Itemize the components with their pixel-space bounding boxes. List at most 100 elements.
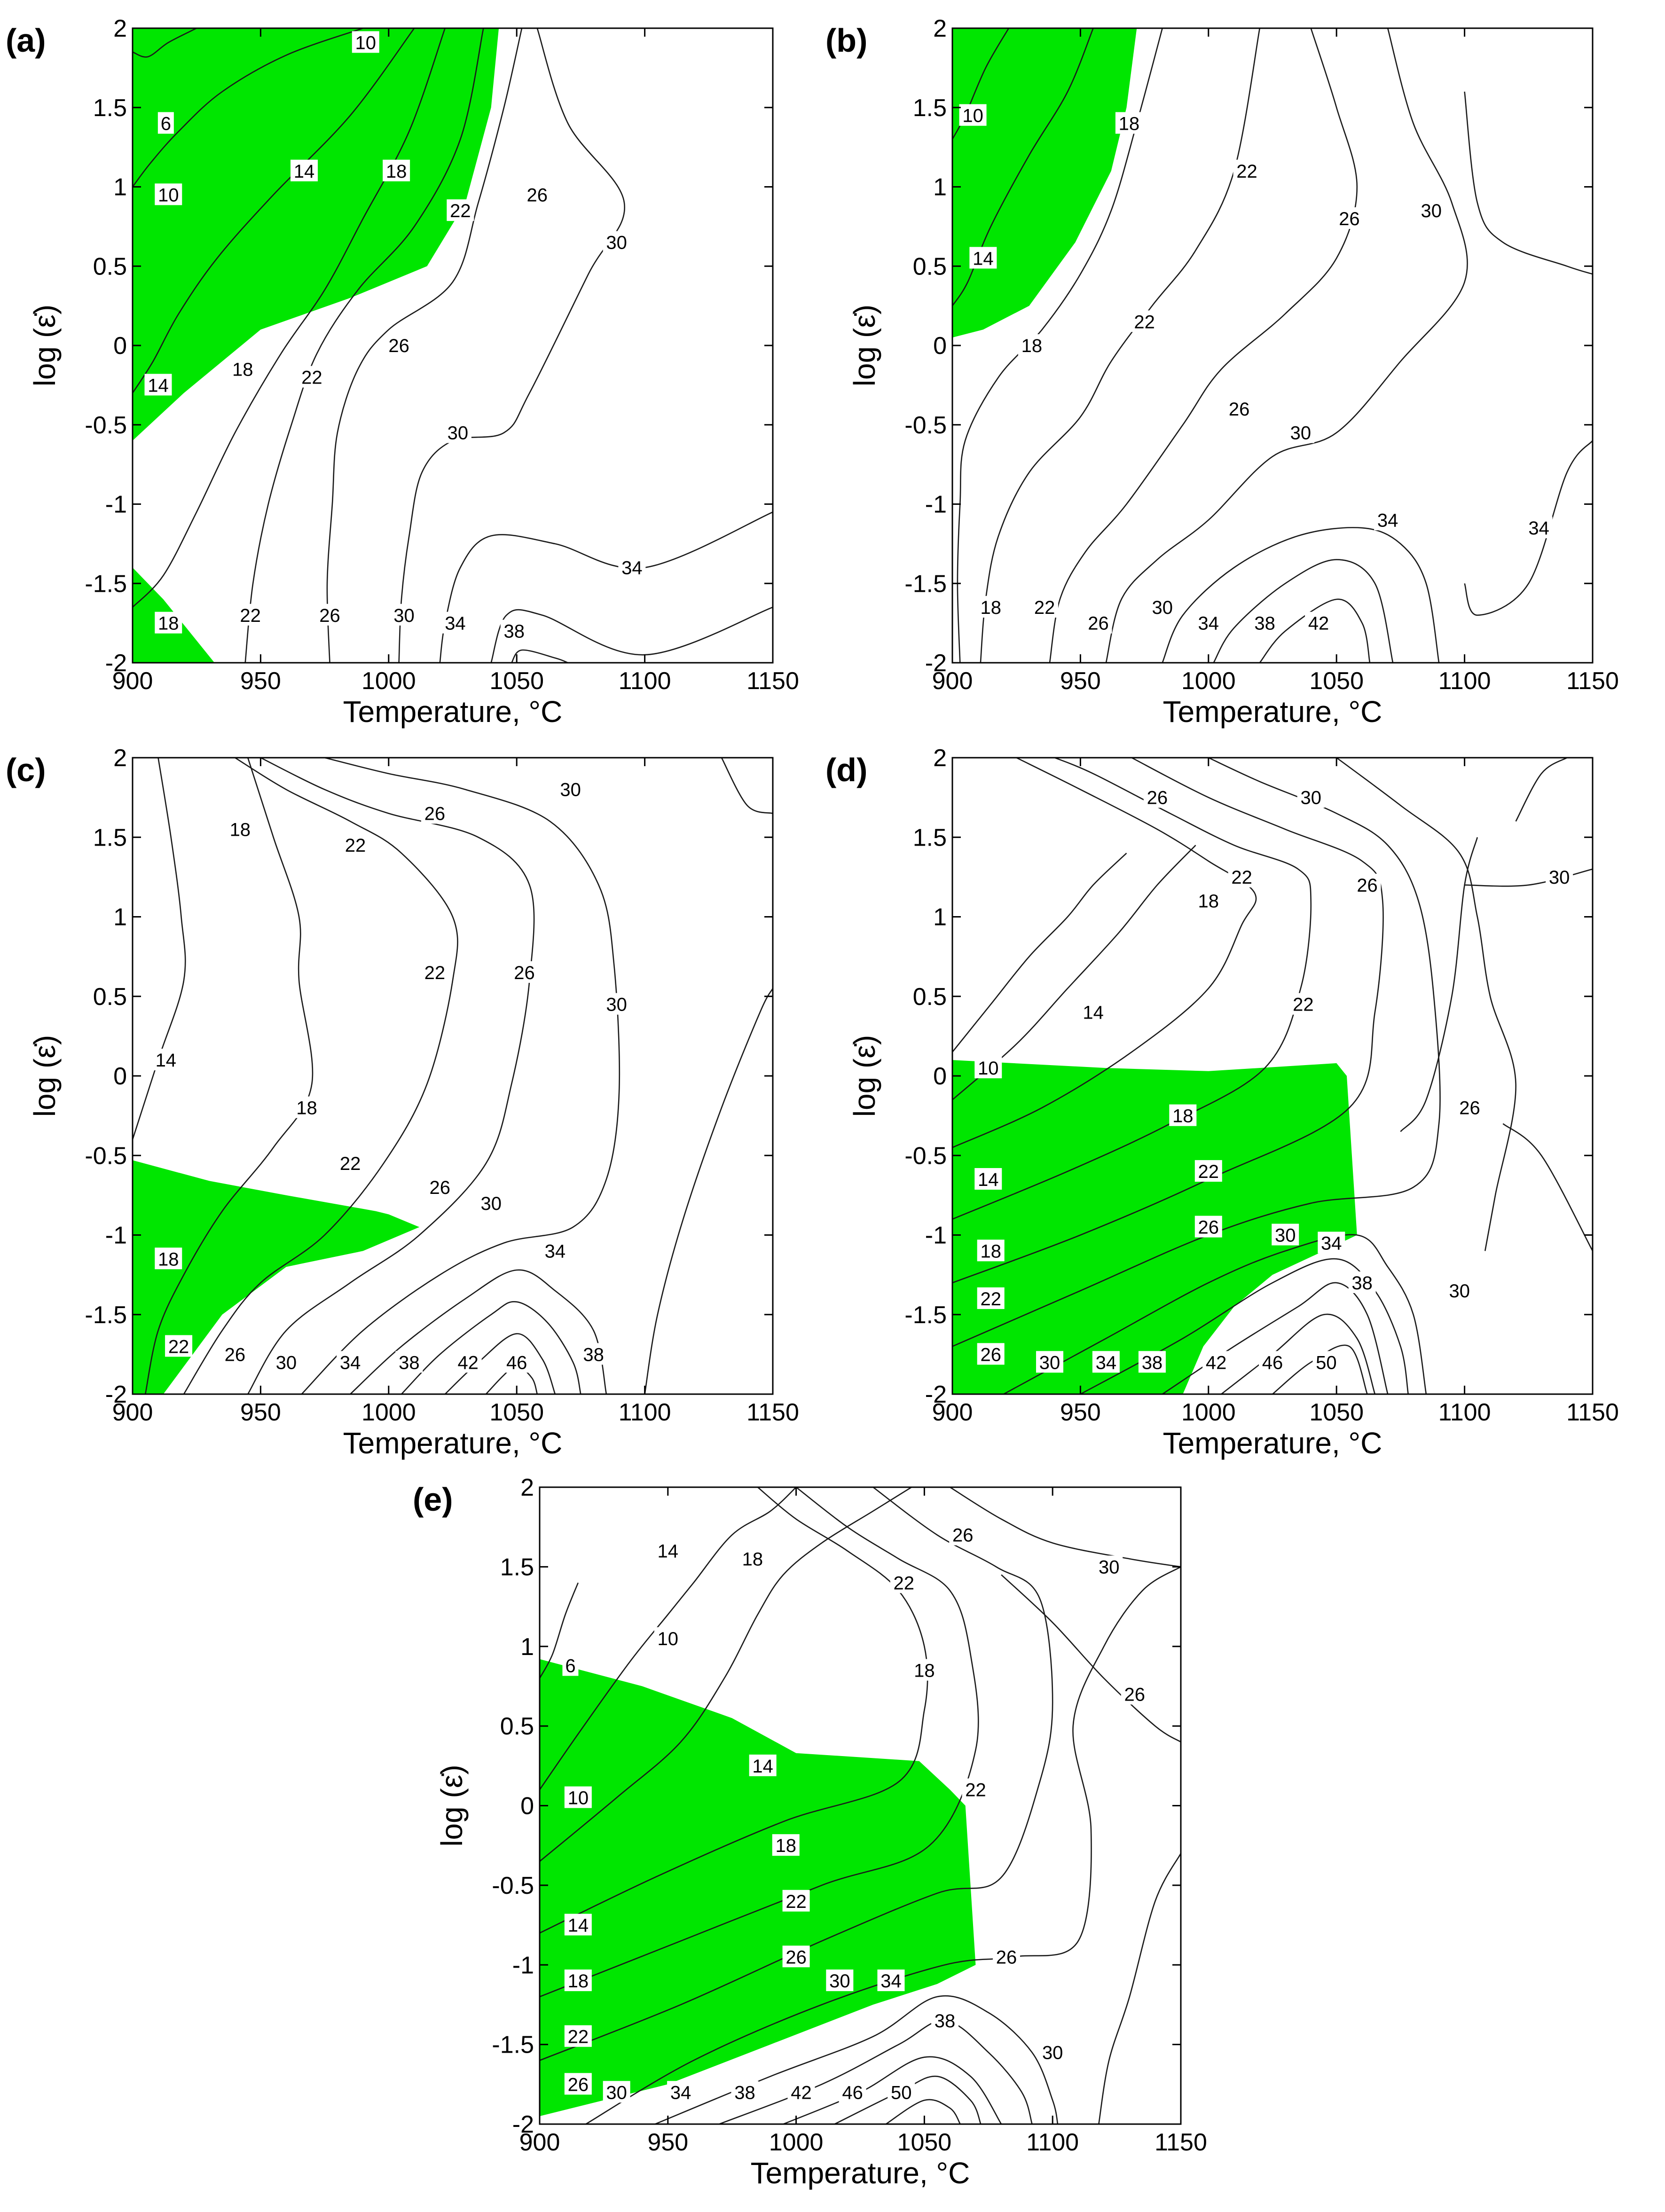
panel-d-contour-46-9 bbox=[1221, 1313, 1376, 1394]
panel-d-contour-30-14 bbox=[1464, 868, 1593, 887]
panel-b-x-tick-label: 1100 bbox=[1438, 667, 1491, 695]
panel-e-contour-label-text: 26 bbox=[952, 1525, 974, 1546]
panel-e-contour-30-6 bbox=[585, 1566, 1181, 2124]
panel-c-x-tick-label: 1150 bbox=[746, 1399, 799, 1426]
panel-a-contour-22-4 bbox=[244, 28, 484, 663]
panel-d-contour-label: 22 bbox=[1194, 1160, 1222, 1182]
panel-b-contour-label: 22 bbox=[1131, 310, 1158, 332]
panel-b-contour-label: 30 bbox=[1148, 596, 1176, 618]
panel-c-x-axis-title: Temperature, °C bbox=[343, 1426, 563, 1460]
panel-e-contour-22-4 bbox=[540, 1487, 979, 1998]
panel-b-x-tick-label: 1050 bbox=[1309, 667, 1364, 695]
panel-d-contour-label: 22 bbox=[1289, 993, 1317, 1015]
panel-a-x-axis-title: Temperature, °C bbox=[343, 695, 563, 729]
panel-b-contour-label-text: 26 bbox=[1088, 613, 1109, 634]
panel-a-y-tick-label: 1 bbox=[113, 174, 127, 201]
panel-e-contour-label: 18 bbox=[738, 1547, 766, 1569]
panel-b-contour-label-text: 26 bbox=[1229, 399, 1250, 420]
panel-b-y-tick-label: 0 bbox=[933, 332, 947, 360]
panel-d-contour-30-13 bbox=[1515, 758, 1568, 822]
panel-e-contour-label: 14 bbox=[564, 1914, 592, 1936]
panel-d-contour-label: 30 bbox=[1272, 1224, 1299, 1246]
panel-a-contour-label: 30 bbox=[390, 604, 418, 626]
panel-b-contour-30-5 bbox=[1105, 28, 1468, 663]
panel-d-contour-label: 42 bbox=[1202, 1351, 1230, 1373]
panel-c-contour-label-text: 18 bbox=[158, 1249, 179, 1270]
panel-b-contour-10-0 bbox=[952, 28, 1010, 140]
panel-c-contour-14-0 bbox=[133, 758, 186, 1140]
panel-e-contour-label-text: 30 bbox=[606, 2082, 627, 2103]
panel-e-contour-label-text: 22 bbox=[785, 1891, 807, 1912]
panel-c: 14 18 18 18 22 22 22 22 26 26 26 26 30 30 30 30 34 34 38 38… bbox=[6, 745, 799, 1460]
panel-d-x-tick-label: 1100 bbox=[1438, 1399, 1491, 1426]
panel-e-contour-label: 10 bbox=[654, 1627, 682, 1649]
panel-e-contour-label-text: 6 bbox=[565, 1655, 575, 1676]
panel-d-contour-label-text: 18 bbox=[980, 1241, 1001, 1262]
panel-a-contour-label: 26 bbox=[316, 604, 344, 626]
panel-e-contour-label: 50 bbox=[887, 2081, 915, 2103]
panel-d-contour-label-text: 22 bbox=[1293, 995, 1314, 1015]
panel-c-contour-label-text: 30 bbox=[606, 995, 627, 1015]
panel-c-contour-label-text: 34 bbox=[545, 1241, 566, 1262]
panel-a-contour-label-text: 38 bbox=[504, 621, 525, 642]
panel-e-plot-area: 6 10 10 14 14 14 18 18 18 18 22 22 22 22 26 26 26 26 26 30 3… bbox=[540, 1487, 1181, 2124]
panel-a-contour-label-text: 26 bbox=[388, 336, 409, 356]
panel-c-contour-label: 26 bbox=[221, 1343, 249, 1365]
panel-b-contour-label: 34 bbox=[1525, 517, 1553, 539]
panel-b-contour-label: 34 bbox=[1374, 509, 1402, 531]
panel-a-contour-label-text: 10 bbox=[355, 32, 377, 53]
panel-d-contour-label-text: 26 bbox=[980, 1344, 1001, 1365]
panel-a-contour-label-text: 30 bbox=[448, 423, 469, 444]
panel-d-contour-label-text: 26 bbox=[1198, 1217, 1219, 1238]
panel-a-y-tick-label: -1 bbox=[105, 491, 127, 518]
panel-c-y-tick-label: -0.5 bbox=[85, 1142, 127, 1169]
panel-c-contour-30-4 bbox=[301, 758, 620, 1394]
panel-b-y-tick-label: 0.5 bbox=[913, 253, 947, 280]
panel-a-contour-30-6 bbox=[398, 28, 626, 663]
panel-a-x-tick-label: 900 bbox=[112, 667, 153, 695]
panel-b-contour-22-3 bbox=[980, 28, 1261, 663]
panel-a-x-tick-label: 1100 bbox=[619, 667, 671, 695]
panel-a-contour-label-text: 26 bbox=[527, 185, 548, 205]
panel-e-contour-label: 18 bbox=[772, 1834, 800, 1856]
panel-d-x-axis-title: Temperature, °C bbox=[1163, 1426, 1382, 1460]
panel-c-contour-label: 34 bbox=[541, 1239, 569, 1262]
panel-e-contour-34-7 bbox=[655, 1995, 1059, 2124]
panel-e-contour-label: 22 bbox=[962, 1778, 990, 1801]
panel-d-x-tick-label: 900 bbox=[932, 1399, 973, 1426]
panel-e-contour-label-text: 38 bbox=[734, 2082, 755, 2103]
panel-e-contour-42-9 bbox=[783, 2056, 1002, 2124]
panel-d-contour-label-text: 22 bbox=[1198, 1161, 1219, 1182]
panel-a-contour-label-text: 18 bbox=[158, 613, 179, 634]
panel-a-contour-label: 14 bbox=[291, 159, 318, 182]
panel-d-contour-label-text: 42 bbox=[1206, 1352, 1227, 1373]
panel-e-contour-label: 30 bbox=[1039, 2041, 1067, 2063]
panel-d-y-tick-label: -0.5 bbox=[904, 1142, 947, 1169]
panel-a-x-tick-label: 1000 bbox=[361, 667, 416, 695]
panel-e-y-tick-label: 0.5 bbox=[500, 1713, 534, 1740]
panel-d-contour-label-text: 10 bbox=[978, 1058, 999, 1079]
panel-a-contour-label-text: 14 bbox=[148, 375, 169, 396]
panel-b-y-tick-label: -1 bbox=[925, 491, 947, 518]
panel-e-y-tick-label: 2 bbox=[520, 1474, 534, 1501]
panel-b-plot-area: 10 14 18 18 18 22 22 22 26 26 26 30 30 30 34 34 34 38 42 bbox=[952, 28, 1593, 663]
panel-c-contour-label-text: 18 bbox=[230, 819, 251, 840]
panel-c-y-tick-label: 0 bbox=[113, 1063, 127, 1090]
panel-b-y-tick-label: -0.5 bbox=[904, 412, 947, 439]
panel-c-contour-label: 22 bbox=[337, 1152, 364, 1174]
panel-d-contour-label: 26 bbox=[1194, 1216, 1222, 1238]
panel-d-contour-label-text: 18 bbox=[1198, 891, 1219, 912]
panel-d-y-tick-label: 2 bbox=[933, 745, 947, 772]
panel-d-contour-label: 34 bbox=[1092, 1351, 1120, 1373]
panel-a-plot-area: 6 10 10 14 14 18 18 18 22 22 22 26 26 26 30 30 30 34 34 38 bbox=[133, 28, 773, 663]
panel-d-contour-label: 22 bbox=[1228, 865, 1256, 888]
panel-d-contour-30-5 bbox=[952, 758, 1441, 1347]
panel-b-contour-label: 18 bbox=[1018, 334, 1045, 356]
panel-e-contour-label-text: 26 bbox=[1124, 1684, 1146, 1705]
panel-e-contour-label-text: 14 bbox=[568, 1915, 589, 1936]
panel-e-contour-50-11 bbox=[885, 2099, 961, 2124]
panel-b-contour-label-text: 18 bbox=[980, 597, 1001, 618]
panel-b-x-tick-label: 950 bbox=[1060, 667, 1101, 695]
panel-a-contour-26-5 bbox=[326, 28, 523, 663]
